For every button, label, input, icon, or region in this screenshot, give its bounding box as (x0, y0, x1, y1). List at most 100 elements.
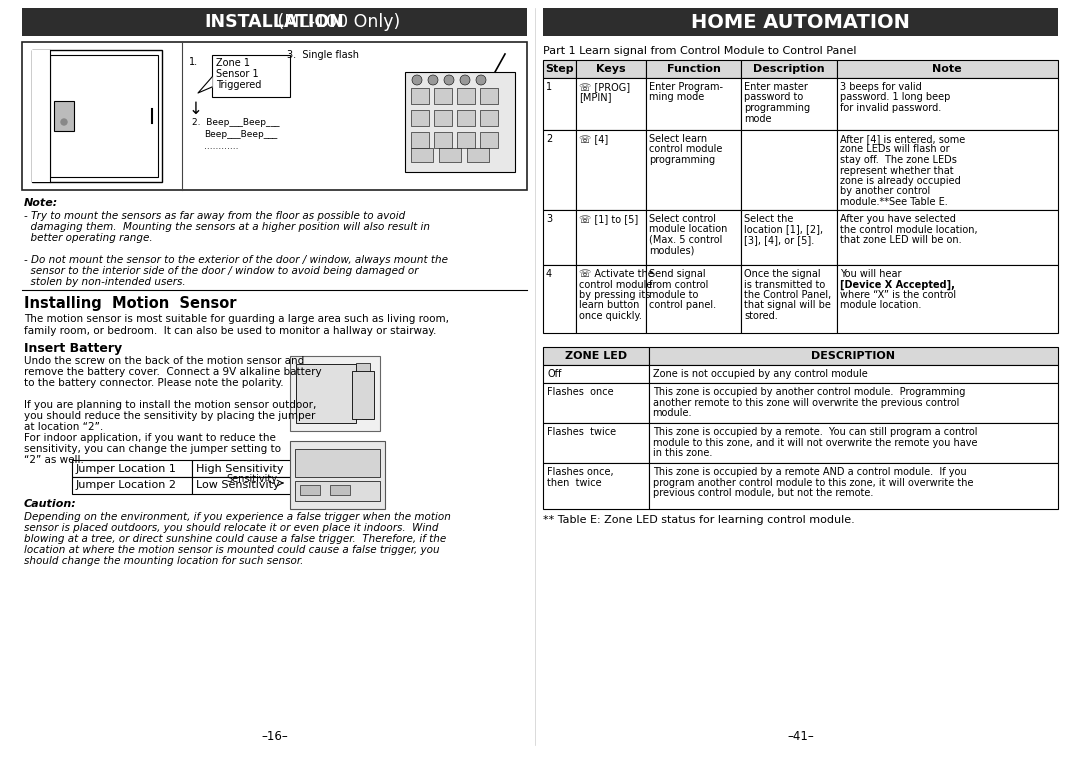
Text: This zone is occupied by a remote AND a control module.  If you: This zone is occupied by a remote AND a … (652, 467, 967, 477)
Bar (543, 383, 649, 423)
Text: then  twice: then twice (546, 478, 602, 488)
Text: programming: programming (649, 155, 715, 165)
Bar (411, 148, 433, 162)
Text: module.: module. (652, 408, 692, 418)
Bar (577, 130, 646, 210)
Bar (457, 110, 475, 126)
Bar (543, 78, 577, 130)
Text: Off: Off (546, 369, 562, 379)
Bar (543, 210, 577, 265)
Text: that zone LED will be on.: that zone LED will be on. (839, 235, 961, 245)
Bar (837, 210, 1058, 265)
Bar (457, 88, 475, 104)
Bar (54, 101, 75, 131)
Text: ☏ [4]: ☏ [4] (580, 134, 609, 144)
Text: ming mode: ming mode (649, 92, 704, 102)
Bar (577, 210, 646, 265)
Text: (ML-100 Only): (ML-100 Only) (272, 13, 401, 31)
Text: from control: from control (649, 279, 708, 289)
Bar (543, 60, 577, 78)
Text: If you are planning to install the motion sensor outdoor,: If you are planning to install the motio… (24, 400, 316, 410)
Bar (741, 130, 837, 210)
Text: Caution:: Caution: (24, 499, 77, 509)
Bar (295, 481, 380, 501)
Bar (434, 132, 453, 148)
Bar (32, 50, 50, 182)
Text: (Max. 5 control: (Max. 5 control (649, 235, 723, 245)
Text: Sensitivity: Sensitivity (226, 474, 276, 484)
Bar (192, 477, 302, 494)
Text: Select the: Select the (744, 214, 794, 224)
Text: modules): modules) (649, 246, 694, 256)
Text: the control module location,: the control module location, (839, 224, 977, 234)
Text: ☏ Activate the: ☏ Activate the (580, 269, 654, 279)
Text: ↓: ↓ (189, 100, 203, 118)
Bar (405, 72, 515, 172)
Bar (72, 460, 192, 477)
Text: –16–: –16– (261, 730, 288, 743)
Text: that signal will be: that signal will be (744, 301, 832, 311)
Bar (457, 132, 475, 148)
Text: Low Sensitivity: Low Sensitivity (195, 481, 280, 491)
Bar (72, 477, 192, 494)
Bar (646, 78, 741, 130)
Text: Triggered: Triggered (216, 80, 261, 90)
Circle shape (428, 75, 438, 85)
Bar (837, 60, 1058, 78)
Bar (543, 463, 649, 509)
Bar (212, 55, 291, 97)
Text: Part 1 Learn signal from Control Module to Control Panel: Part 1 Learn signal from Control Module … (543, 46, 856, 56)
Bar (295, 449, 380, 477)
Text: –41–: –41– (787, 730, 814, 743)
Text: Note:: Note: (24, 198, 58, 208)
Text: 4: 4 (546, 269, 552, 279)
Text: “2” as well.: “2” as well. (24, 455, 84, 465)
Bar (467, 148, 489, 162)
Bar (300, 485, 320, 495)
Text: HOME AUTOMATION: HOME AUTOMATION (691, 12, 910, 31)
Bar (649, 347, 1058, 365)
Text: Sensor 1: Sensor 1 (216, 69, 258, 79)
Bar (543, 347, 649, 365)
Text: control panel.: control panel. (649, 301, 716, 311)
Bar (649, 365, 1058, 383)
Text: represent whether that: represent whether that (839, 166, 954, 175)
Text: you should reduce the sensitivity by placing the jumper: you should reduce the sensitivity by pla… (24, 411, 315, 421)
Bar (646, 130, 741, 210)
Bar (837, 130, 1058, 210)
Bar (649, 463, 1058, 509)
Text: the Control Panel,: the Control Panel, (744, 290, 832, 300)
Bar (646, 210, 741, 265)
Bar (480, 132, 498, 148)
Text: zone is already occupied: zone is already occupied (839, 176, 960, 186)
Text: [3], [4], or [5].: [3], [4], or [5]. (744, 235, 814, 245)
Text: blowing at a tree, or direct sunshine could cause a false trigger.  Therefore, i: blowing at a tree, or direct sunshine co… (24, 534, 446, 544)
Text: program another control module to this zone, it will overwrite the: program another control module to this z… (652, 478, 973, 488)
Text: control module: control module (580, 279, 652, 289)
Bar (356, 363, 370, 371)
Bar (649, 423, 1058, 463)
Text: Note: Note (932, 64, 962, 74)
Text: password to: password to (744, 92, 804, 102)
Bar (741, 265, 837, 333)
Text: Jumper Location 1: Jumper Location 1 (76, 463, 177, 474)
Text: Insert Battery: Insert Battery (24, 342, 122, 355)
Text: Flashes once,: Flashes once, (546, 467, 613, 477)
Bar (577, 78, 646, 130)
Text: Enter Program-: Enter Program- (649, 82, 723, 92)
Text: Jumper Location 2: Jumper Location 2 (76, 481, 177, 491)
Text: is transmitted to: is transmitted to (744, 279, 825, 289)
Text: Depending on the environment, if you experience a false trigger when the motion: Depending on the environment, if you exp… (24, 512, 450, 522)
Text: Description: Description (753, 64, 825, 74)
Text: to the battery connector. Please note the polarity.: to the battery connector. Please note th… (24, 378, 284, 388)
Text: better operating range.: better operating range. (24, 233, 152, 243)
Text: 3: 3 (546, 214, 552, 224)
Text: ** Table E: Zone LED status for learning control module.: ** Table E: Zone LED status for learning… (543, 515, 854, 525)
Text: for invalid password.: for invalid password. (839, 103, 941, 113)
Text: ☏ [1] to [5]: ☏ [1] to [5] (580, 214, 638, 224)
Text: Select learn: Select learn (649, 134, 707, 144)
Text: Installing  Motion  Sensor: Installing Motion Sensor (24, 296, 237, 311)
Text: Zone 1: Zone 1 (216, 58, 249, 68)
Text: ZONE LED: ZONE LED (565, 351, 626, 361)
Bar (741, 78, 837, 130)
